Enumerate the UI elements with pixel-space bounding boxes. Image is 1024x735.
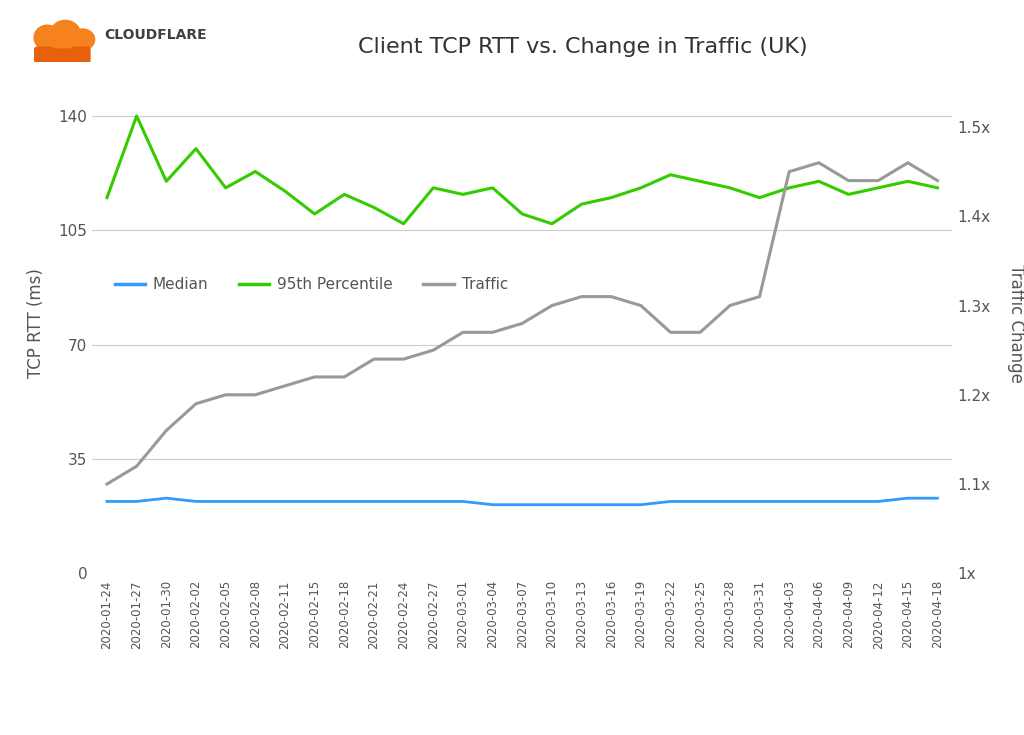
Ellipse shape bbox=[50, 21, 80, 46]
Title: Client TCP RTT vs. Change in Traffic (UK): Client TCP RTT vs. Change in Traffic (UK… bbox=[357, 37, 807, 57]
Legend: Median, 95th Percentile, Traffic: Median, 95th Percentile, Traffic bbox=[109, 271, 514, 298]
Text: CLOUDFLARE: CLOUDFLARE bbox=[104, 28, 207, 43]
FancyBboxPatch shape bbox=[53, 49, 72, 62]
FancyBboxPatch shape bbox=[72, 47, 90, 62]
Y-axis label: TCP RTT (ms): TCP RTT (ms) bbox=[27, 268, 44, 379]
Ellipse shape bbox=[71, 29, 94, 50]
Ellipse shape bbox=[34, 25, 60, 50]
Ellipse shape bbox=[39, 37, 89, 55]
Y-axis label: Traffic Change: Traffic Change bbox=[1007, 264, 1024, 383]
FancyBboxPatch shape bbox=[35, 47, 53, 62]
